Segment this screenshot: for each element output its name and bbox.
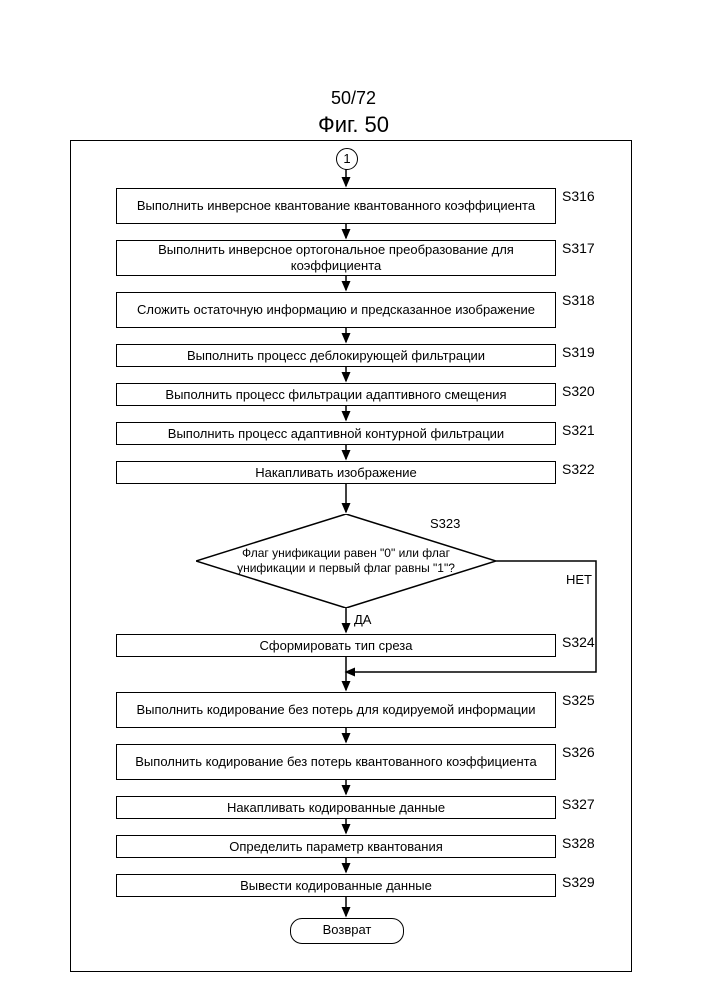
step-s329: Вывести кодированные данные	[116, 874, 556, 897]
label-no: НЕТ	[566, 572, 592, 587]
label-yes: ДА	[354, 612, 371, 627]
label-s322: S322	[562, 461, 595, 477]
step-s317: Выполнить инверсное ортогональное преобр…	[116, 240, 556, 276]
label-s326: S326	[562, 744, 595, 760]
label-s324: S324	[562, 634, 595, 650]
connector-1: 1	[336, 148, 358, 170]
label-s329: S329	[562, 874, 595, 890]
step-s316: Выполнить инверсное квантование квантова…	[116, 188, 556, 224]
label-s323: S323	[430, 516, 460, 531]
label-s317: S317	[562, 240, 595, 256]
step-s326: Выполнить кодирование без потерь квантов…	[116, 744, 556, 780]
label-s325: S325	[562, 692, 595, 708]
step-s318: Сложить остаточную информацию и предсказ…	[116, 292, 556, 328]
step-s325: Выполнить кодирование без потерь для код…	[116, 692, 556, 728]
label-s316: S316	[562, 188, 595, 204]
label-s327: S327	[562, 796, 595, 812]
step-s319: Выполнить процесс деблокирующей фильтрац…	[116, 344, 556, 367]
terminator-return: Возврат	[290, 918, 404, 944]
figure-title: Фиг. 50	[0, 112, 707, 138]
step-s321: Выполнить процесс адаптивной контурной ф…	[116, 422, 556, 445]
step-s328: Определить параметр квантования	[116, 835, 556, 858]
step-s327: Накапливать кодированные данные	[116, 796, 556, 819]
step-s320: Выполнить процесс фильтрации адаптивного…	[116, 383, 556, 406]
page-number: 50/72	[0, 88, 707, 109]
step-s324: Сформировать тип среза	[116, 634, 556, 657]
step-s322: Накапливать изображение	[116, 461, 556, 484]
label-s318: S318	[562, 292, 595, 308]
label-s321: S321	[562, 422, 595, 438]
label-s328: S328	[562, 835, 595, 851]
label-s320: S320	[562, 383, 595, 399]
label-s319: S319	[562, 344, 595, 360]
page-root: 50/72 Фиг. 50 1 В	[0, 0, 707, 1000]
